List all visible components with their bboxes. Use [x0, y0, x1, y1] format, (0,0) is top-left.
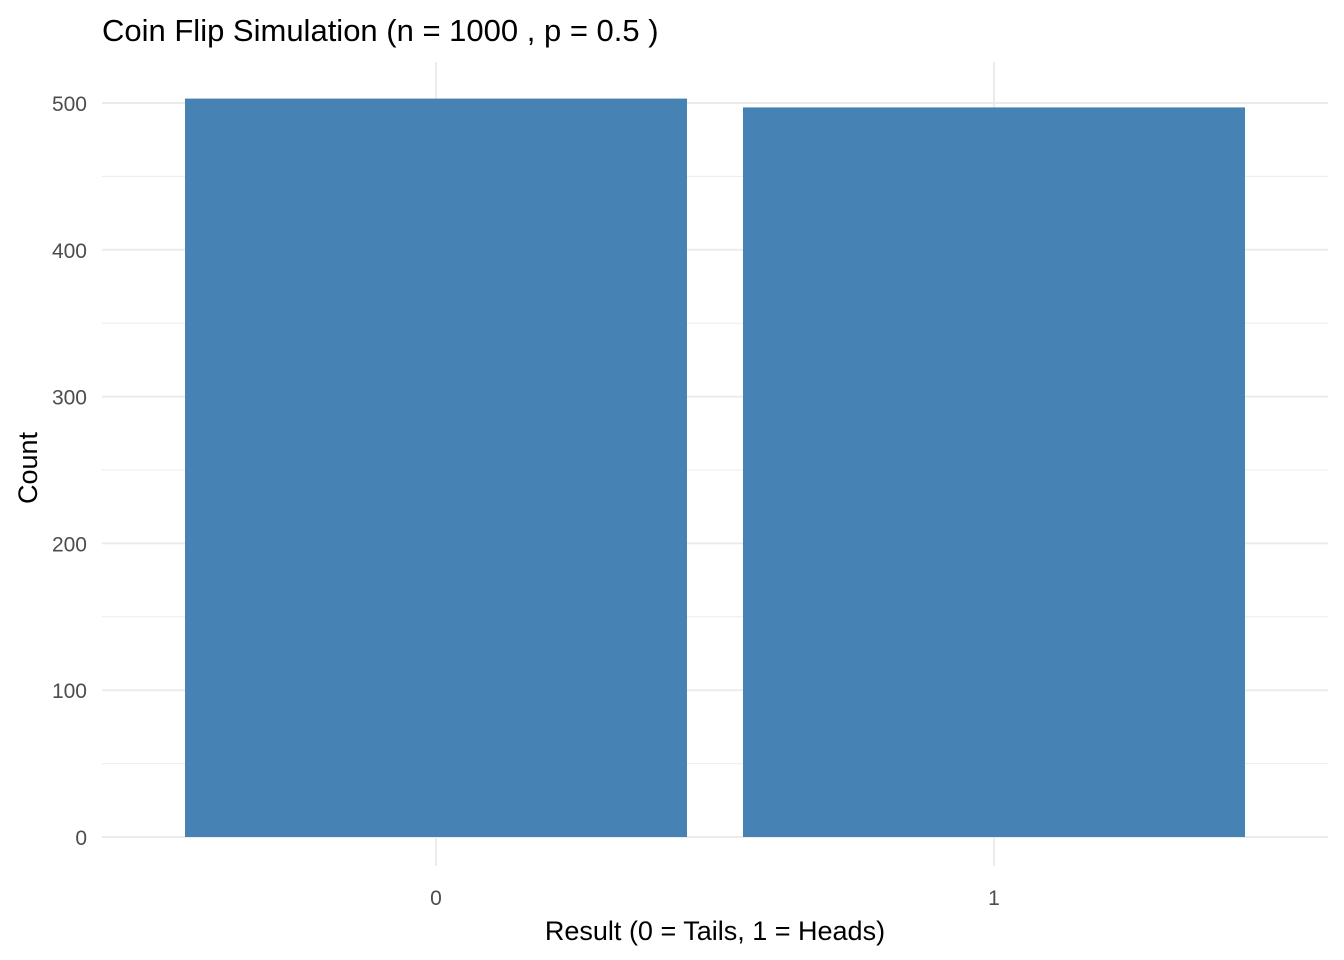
y-tick-label: 500 — [52, 93, 87, 116]
y-tick-label: 0 — [75, 827, 87, 850]
x-axis-title: Result (0 = Tails, 1 = Heads) — [545, 916, 885, 946]
y-axis-title: Count — [13, 431, 43, 504]
y-tick-label: 300 — [52, 387, 87, 410]
x-tick-label: 1 — [988, 887, 1000, 910]
bar-1 — [743, 107, 1245, 838]
x-tick-label: 0 — [430, 887, 442, 910]
y-tick-label: 200 — [52, 533, 87, 556]
y-tick-label: 100 — [52, 680, 87, 703]
chart-title: Coin Flip Simulation (n = 1000 , p = 0.5… — [102, 13, 659, 48]
y-tick-label: 400 — [52, 240, 87, 263]
bars — [185, 98, 1245, 838]
tick-labels: 0 100 200 300 400 500 0 1 — [52, 93, 1000, 910]
bar-0 — [185, 98, 687, 837]
